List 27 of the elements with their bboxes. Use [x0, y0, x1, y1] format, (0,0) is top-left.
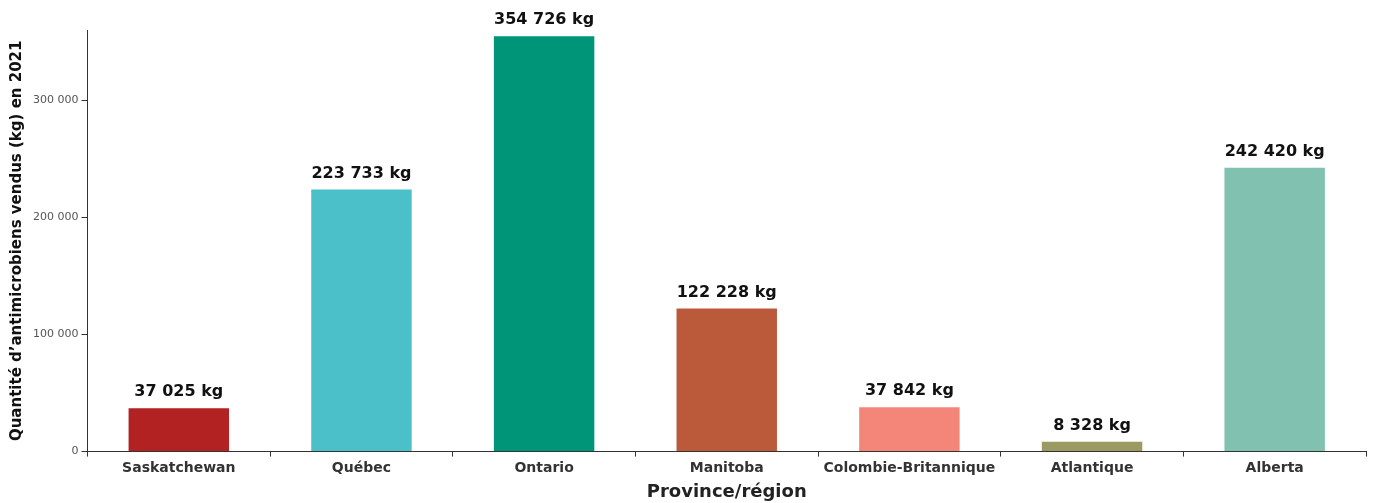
- bar: [311, 189, 412, 452]
- bar: [1224, 167, 1325, 452]
- y-tick-label: 300 000: [32, 93, 79, 107]
- x-tick-label: Québec: [331, 458, 392, 475]
- x-tick-label: Manitoba: [689, 458, 764, 475]
- x-tick-label: Alberta: [1245, 458, 1304, 475]
- x-tick-label: Colombie-Britannique: [823, 458, 996, 475]
- y-tick-label: 100 000: [32, 327, 79, 341]
- x-tick-label: Ontario: [514, 458, 575, 475]
- y-axis-title: Quantité d’antimicrobiens vendus (kg) en 2021: [6, 40, 25, 442]
- data-label: 37 842 kg: [864, 380, 954, 400]
- x-axis-title: Province/région: [646, 479, 807, 501]
- bar: [128, 408, 230, 452]
- data-label: 354 726 kg: [494, 9, 595, 29]
- bar: [493, 36, 595, 452]
- x-tick-label: Atlantique: [1050, 458, 1134, 475]
- y-tick-label: 0: [71, 444, 79, 458]
- data-label: 8 328 kg: [1053, 415, 1131, 434]
- y-tick-label: 200 000: [32, 210, 79, 224]
- data-label: 223 733 kg: [311, 162, 412, 182]
- bar: [1041, 441, 1143, 452]
- bar: [676, 308, 777, 452]
- bar: [859, 407, 960, 452]
- x-tick-label: Saskatchewan: [122, 458, 236, 475]
- data-label: 37 025 kg: [134, 381, 224, 401]
- data-label: 122 228 kg: [676, 281, 777, 301]
- data-label: 242 420 kg: [1224, 140, 1325, 160]
